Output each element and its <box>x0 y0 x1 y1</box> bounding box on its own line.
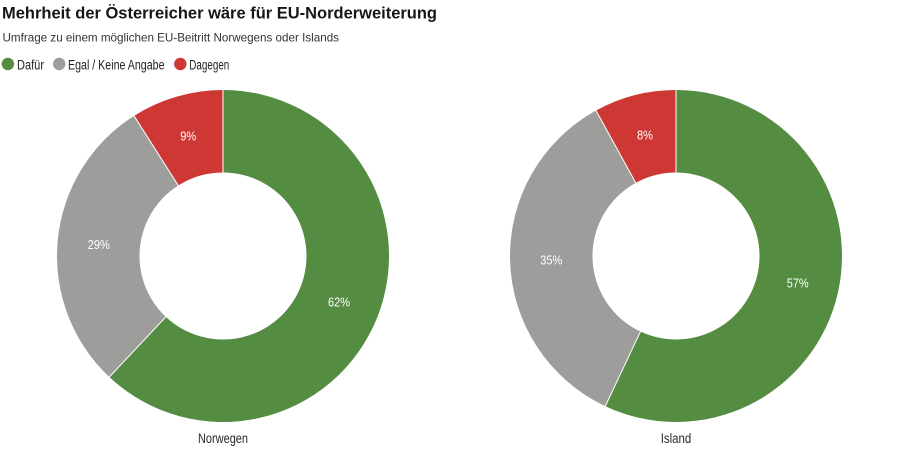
svg-text:Umfrage zu einem möglichen EU-: Umfrage zu einem möglichen EU-Beitritt N… <box>3 31 340 45</box>
svg-text:Norwegen: Norwegen <box>198 431 248 446</box>
svg-text:Mehrheit der Österreicher wäre: Mehrheit der Österreicher wäre für EU-No… <box>2 4 437 23</box>
svg-text:Island: Island <box>661 431 692 446</box>
svg-text:57%: 57% <box>787 276 809 291</box>
svg-text:9%: 9% <box>180 129 196 144</box>
svg-text:Dafür: Dafür <box>17 57 44 72</box>
svg-text:8%: 8% <box>637 128 653 143</box>
svg-text:Egal / Keine Angabe: Egal / Keine Angabe <box>68 57 165 72</box>
svg-text:62%: 62% <box>328 294 350 309</box>
svg-text:29%: 29% <box>88 237 110 252</box>
svg-text:Dagegen: Dagegen <box>189 57 229 72</box>
svg-text:35%: 35% <box>540 252 562 267</box>
